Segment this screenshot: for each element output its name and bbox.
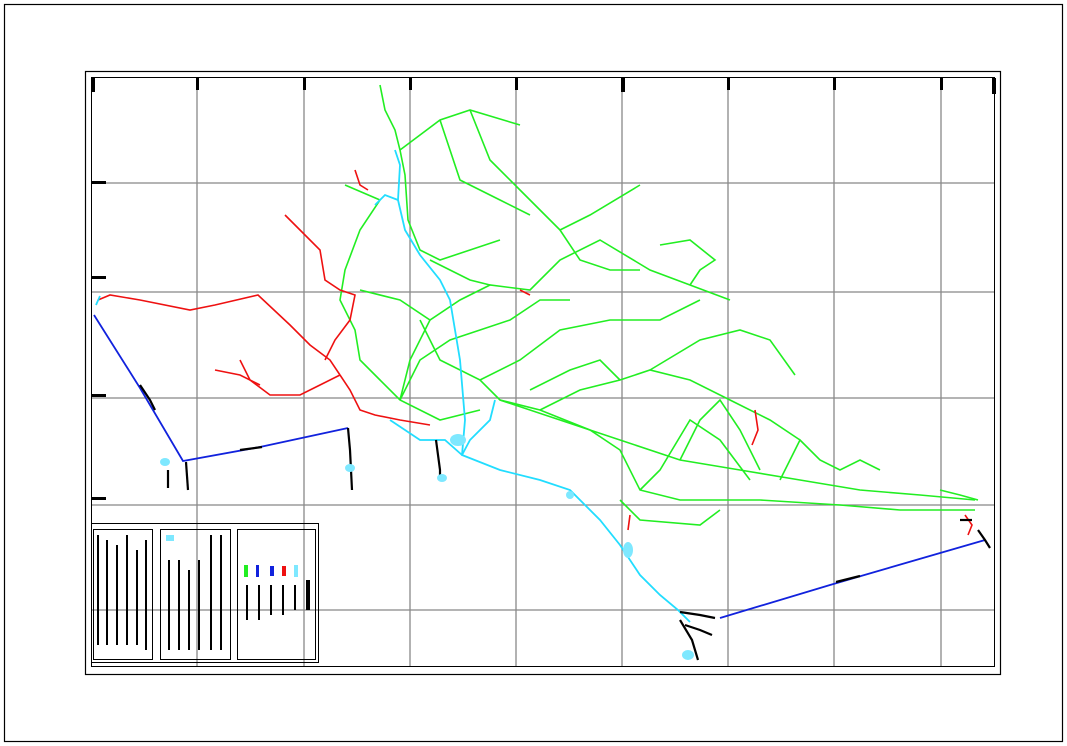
- text-mark: [97, 535, 99, 645]
- tick: [92, 276, 106, 279]
- tick: [409, 78, 412, 90]
- node: [566, 491, 574, 499]
- tick: [621, 78, 625, 92]
- text-mark: [220, 535, 222, 650]
- text-mark: [258, 585, 260, 620]
- node: [623, 542, 633, 558]
- node: [160, 458, 170, 466]
- legend-symbol: [256, 565, 259, 577]
- text-mark: [306, 580, 310, 610]
- text-mark: [178, 560, 180, 650]
- text-mark: [126, 535, 128, 645]
- sheet-frame: [5, 5, 1063, 742]
- text-mark: [145, 540, 147, 650]
- tick: [727, 78, 730, 90]
- text-mark: [294, 585, 296, 610]
- text-mark: [136, 550, 138, 645]
- legend-symbol: [294, 565, 298, 577]
- tick: [515, 78, 518, 90]
- drawing-sheet: [0, 0, 1067, 746]
- text-mark: [198, 560, 200, 650]
- text-mark: [270, 585, 272, 615]
- text-mark: [210, 535, 212, 650]
- legend-symbol: [166, 535, 174, 541]
- tick: [833, 78, 836, 90]
- tick: [91, 78, 95, 92]
- tick: [196, 78, 199, 90]
- tick: [303, 78, 306, 90]
- node: [345, 464, 355, 472]
- tick: [92, 497, 106, 500]
- tick: [92, 181, 106, 184]
- node: [450, 434, 466, 446]
- text-mark: [168, 560, 170, 650]
- text-mark: [282, 585, 284, 615]
- node: [437, 474, 447, 482]
- text-mark: [116, 545, 118, 645]
- node: [682, 650, 694, 660]
- tick: [92, 394, 106, 397]
- text-mark: [106, 540, 108, 645]
- text-mark: [188, 570, 190, 650]
- legend-symbol: [270, 566, 274, 576]
- tick: [992, 78, 996, 94]
- page: [0, 0, 1067, 746]
- legend-symbol: [244, 565, 248, 577]
- text-mark: [246, 585, 248, 620]
- legend-symbol: [282, 566, 286, 576]
- tick: [940, 78, 943, 90]
